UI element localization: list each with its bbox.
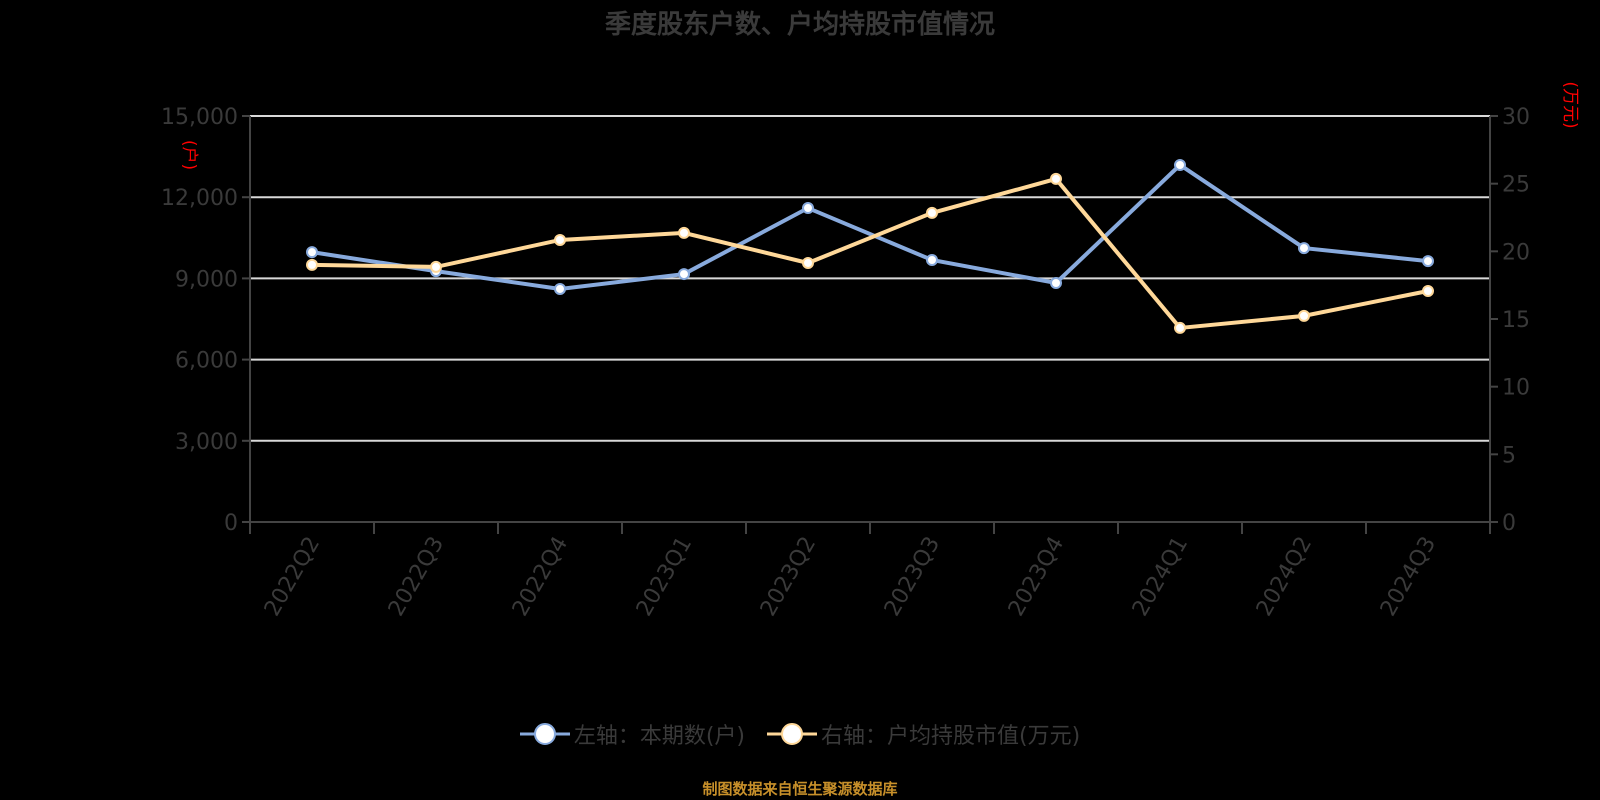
line-chart: 0 3,000 6,000 9,000 12,000 15,000 0 5 10 15 20 25 30… bbox=[161, 81, 1580, 621]
series-line bbox=[311, 162, 1429, 291]
x-tick-label: 2024Q2 bbox=[1252, 533, 1317, 621]
x-tick-label: 2022Q4 bbox=[508, 533, 573, 621]
x-tick-label: 2024Q1 bbox=[1128, 533, 1193, 621]
x-tick-label: 2023Q3 bbox=[880, 533, 945, 621]
right-tick-label: 0 bbox=[1502, 511, 1516, 536]
legend-marker-orange-icon bbox=[767, 723, 817, 745]
data-point[interactable] bbox=[802, 202, 814, 215]
left-tick-label: 0 bbox=[224, 511, 238, 536]
data-point[interactable] bbox=[554, 282, 566, 295]
data-point[interactable] bbox=[1050, 172, 1062, 185]
data-point[interactable] bbox=[926, 206, 938, 219]
right-tick-label: 5 bbox=[1502, 443, 1516, 468]
data-point[interactable] bbox=[306, 258, 318, 271]
data-point[interactable] bbox=[678, 226, 690, 239]
left-tick-label: 15,000 bbox=[161, 105, 238, 130]
right-tick-label: 20 bbox=[1502, 240, 1530, 265]
data-point[interactable] bbox=[1050, 277, 1062, 290]
data-point[interactable] bbox=[554, 233, 566, 246]
legend-item-market-value[interactable]: 右轴：户均持股市值(万元) bbox=[767, 718, 1080, 750]
series-line bbox=[311, 176, 1429, 331]
data-point[interactable] bbox=[1298, 309, 1310, 322]
x-tick-label: 2024Q3 bbox=[1376, 533, 1441, 621]
right-tick-label: 10 bbox=[1502, 376, 1530, 401]
right-tick-label: 15 bbox=[1502, 308, 1530, 333]
data-point[interactable] bbox=[1174, 321, 1186, 334]
x-tick-label: 2022Q2 bbox=[260, 533, 325, 621]
data-point[interactable] bbox=[306, 246, 318, 259]
data-point[interactable] bbox=[430, 260, 442, 273]
legend-marker-blue-icon bbox=[519, 723, 570, 745]
x-tick-label: 2023Q2 bbox=[756, 533, 821, 621]
chart-title: 季度股东户数、户均持股市值情况 bbox=[604, 10, 995, 40]
data-point[interactable] bbox=[1422, 284, 1434, 297]
data-point[interactable] bbox=[678, 268, 690, 281]
right-tick-label: 30 bbox=[1502, 105, 1530, 130]
legend-label-market-value: 右轴：户均持股市值(万元) bbox=[821, 724, 1081, 749]
x-tick-label: 2022Q3 bbox=[384, 533, 449, 621]
left-axis-unit: (户) bbox=[179, 140, 199, 170]
right-axis-unit: (万元) bbox=[1560, 81, 1580, 128]
left-tick-label: 12,000 bbox=[161, 186, 238, 211]
data-source-footer: 制图数据来自恒生聚源数据库 bbox=[702, 780, 898, 798]
legend-label-households: 左轴：本期数(户) bbox=[573, 724, 745, 749]
legend: 左轴：本期数(户) 右轴：户均持股市值(万元) bbox=[0, 718, 1600, 750]
data-point[interactable] bbox=[1298, 242, 1310, 255]
data-point[interactable] bbox=[1174, 158, 1186, 171]
legend-item-households[interactable]: 左轴：本期数(户) bbox=[519, 718, 745, 750]
x-tick-label: 2023Q1 bbox=[632, 533, 697, 621]
x-tick-label: 2023Q4 bbox=[1004, 533, 1069, 621]
right-tick-label: 25 bbox=[1502, 173, 1530, 198]
left-tick-label: 6,000 bbox=[175, 349, 238, 374]
left-tick-label: 9,000 bbox=[175, 267, 238, 292]
data-point[interactable] bbox=[802, 256, 814, 269]
data-point[interactable] bbox=[1422, 255, 1434, 268]
left-tick-label: 3,000 bbox=[175, 430, 238, 455]
data-point[interactable] bbox=[926, 253, 938, 266]
